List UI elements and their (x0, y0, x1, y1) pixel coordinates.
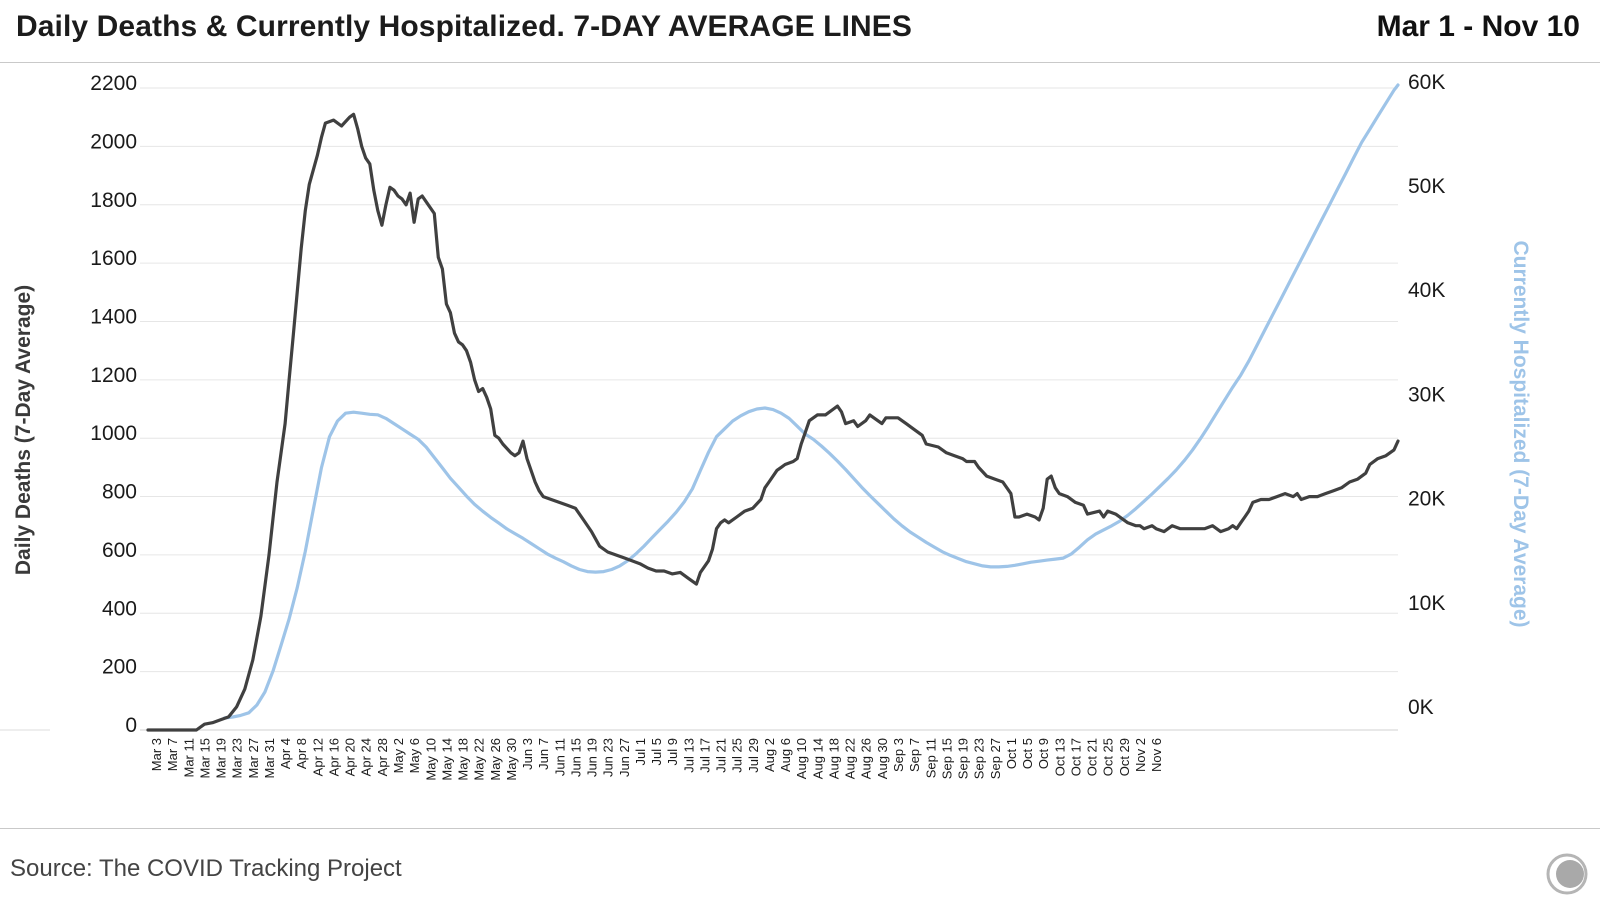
left-y-tick-label: 600 (102, 539, 137, 562)
left-y-tick-label: 1400 (90, 305, 137, 328)
x-tick-label: Mar 23 (230, 738, 245, 778)
right-y-axis-label: Currently Hospitalized (7-Day Average) (1509, 240, 1532, 627)
left-y-tick-label: 0 (125, 714, 137, 737)
line-chart: 0 200 400 600 800 1000 1200 1400 1600 1800 2000 220… (0, 71, 1532, 781)
x-tick-label: Oct 5 (1020, 738, 1035, 769)
x-axis-ticks: Mar 3 Mar 7 Mar 11 Mar 15 Mar 19 Mar 23 Mar 27… (149, 738, 1164, 781)
chart-title: Daily Deaths & Currently Hospitalized. 7… (16, 10, 913, 43)
x-tick-label: Sep 27 (988, 738, 1003, 779)
x-tick-label: Jun 27 (617, 738, 632, 777)
right-y-tick-label: 30K (1408, 383, 1445, 406)
x-tick-label: Aug 10 (794, 738, 809, 779)
x-tick-label: Jun 23 (601, 738, 616, 777)
x-tick-label: Mar 3 (149, 738, 164, 771)
x-tick-label: Oct 29 (1117, 738, 1132, 776)
grid-lines (0, 87, 1398, 731)
x-tick-label: Aug 30 (875, 738, 890, 779)
x-tick-label: Mar 31 (262, 738, 277, 778)
x-tick-label: Jun 11 (552, 738, 567, 776)
x-tick-label: Mar 15 (198, 738, 213, 778)
x-tick-label: Mar 19 (214, 738, 229, 778)
left-y-tick-label: 1800 (90, 189, 137, 212)
x-tick-label: Mar 11 (181, 738, 196, 778)
left-y-tick-label: 1200 (90, 364, 137, 387)
x-tick-label: Apr 28 (375, 738, 390, 776)
x-tick-label: Apr 16 (327, 738, 342, 776)
x-tick-label: May 30 (504, 738, 519, 781)
x-tick-label: Oct 21 (1085, 738, 1100, 776)
x-tick-label: Oct 13 (1052, 738, 1067, 776)
x-tick-label: Oct 25 (1101, 738, 1116, 776)
x-tick-label: May 10 (423, 738, 438, 781)
date-range: Mar 1 - Nov 10 (1376, 10, 1580, 43)
x-tick-label: Oct 1 (1004, 738, 1019, 769)
x-tick-label: Apr 12 (310, 738, 325, 776)
x-tick-label: May 14 (439, 738, 454, 781)
x-tick-label: Mar 27 (246, 738, 261, 778)
x-tick-label: Aug 14 (810, 738, 825, 779)
x-tick-label: Apr 4 (278, 738, 293, 769)
x-tick-label: Aug 2 (762, 738, 777, 772)
right-y-tick-label: 20K (1408, 488, 1445, 511)
left-y-tick-label: 1000 (90, 422, 137, 445)
x-tick-label: Apr 8 (294, 738, 309, 769)
hospitalized-series-line (223, 83, 1400, 720)
left-y-tick-label: 2000 (90, 130, 137, 153)
right-y-tick-label: 10K (1408, 592, 1445, 615)
left-y-axis-ticks: 0 200 400 600 800 1000 1200 1400 1600 1800 2000 220… (90, 72, 137, 737)
x-tick-label: Aug 22 (843, 738, 858, 779)
x-tick-label: Jul 25 (730, 738, 745, 773)
left-y-tick-label: 400 (102, 597, 137, 620)
x-tick-label: Apr 24 (359, 738, 374, 776)
right-y-tick-label: 0K (1408, 696, 1434, 719)
x-tick-label: Mar 7 (165, 738, 180, 771)
right-y-tick-label: 60K (1408, 71, 1445, 94)
chart-header: Daily Deaths & Currently Hospitalized. 7… (0, 0, 1600, 63)
covid-tracking-project-logo-icon (1546, 853, 1588, 895)
x-tick-label: Jul 13 (681, 738, 696, 773)
right-y-tick-label: 40K (1408, 279, 1445, 302)
right-y-tick-label: 50K (1408, 175, 1445, 198)
footer-divider (0, 828, 1600, 829)
x-tick-label: Jul 17 (698, 738, 713, 773)
x-tick-label: Jun 15 (568, 738, 583, 777)
x-tick-label: Jul 1 (633, 738, 648, 765)
source-text: Source: The COVID Tracking Project (10, 855, 402, 882)
x-tick-label: Jul 5 (649, 738, 664, 765)
x-tick-label: Nov 2 (1133, 738, 1148, 772)
right-y-axis-ticks: 0K 10K 20K 30K 40K 50K 60K (1408, 71, 1445, 719)
left-y-tick-label: 1600 (90, 247, 137, 270)
left-y-tick-label: 2200 (90, 72, 137, 95)
x-tick-label: Oct 17 (1068, 738, 1083, 776)
x-tick-label: Sep 3 (891, 738, 906, 772)
x-tick-label: May 6 (407, 738, 422, 773)
x-tick-label: Sep 15 (939, 738, 954, 779)
x-tick-label: Jul 9 (665, 738, 680, 765)
x-tick-label: May 2 (391, 738, 406, 773)
x-tick-label: May 18 (456, 738, 471, 781)
x-tick-label: Sep 23 (972, 738, 987, 779)
x-tick-label: May 26 (488, 738, 503, 781)
deaths-series-line (146, 112, 1400, 732)
x-tick-label: Aug 6 (778, 738, 793, 772)
x-tick-label: Sep 19 (956, 738, 971, 779)
left-y-tick-label: 200 (102, 656, 137, 679)
x-tick-label: Jun 7 (536, 738, 551, 770)
x-tick-label: Nov 6 (1149, 738, 1164, 772)
x-tick-label: Oct 9 (1036, 738, 1051, 769)
x-tick-label: Sep 7 (907, 738, 922, 772)
x-tick-label: Sep 11 (923, 738, 938, 778)
x-tick-label: Aug 18 (827, 738, 842, 779)
left-y-axis-label: Daily Deaths (7-Day Average) (12, 285, 35, 575)
x-tick-label: Jul 21 (714, 738, 729, 773)
x-tick-label: May 22 (472, 738, 487, 781)
x-tick-label: Jun 19 (585, 738, 600, 777)
left-y-tick-label: 800 (102, 481, 137, 504)
x-tick-label: Jul 29 (746, 738, 761, 773)
x-tick-label: Jun 3 (520, 738, 535, 770)
x-tick-label: Aug 26 (859, 738, 874, 779)
x-tick-label: Apr 20 (343, 738, 358, 776)
